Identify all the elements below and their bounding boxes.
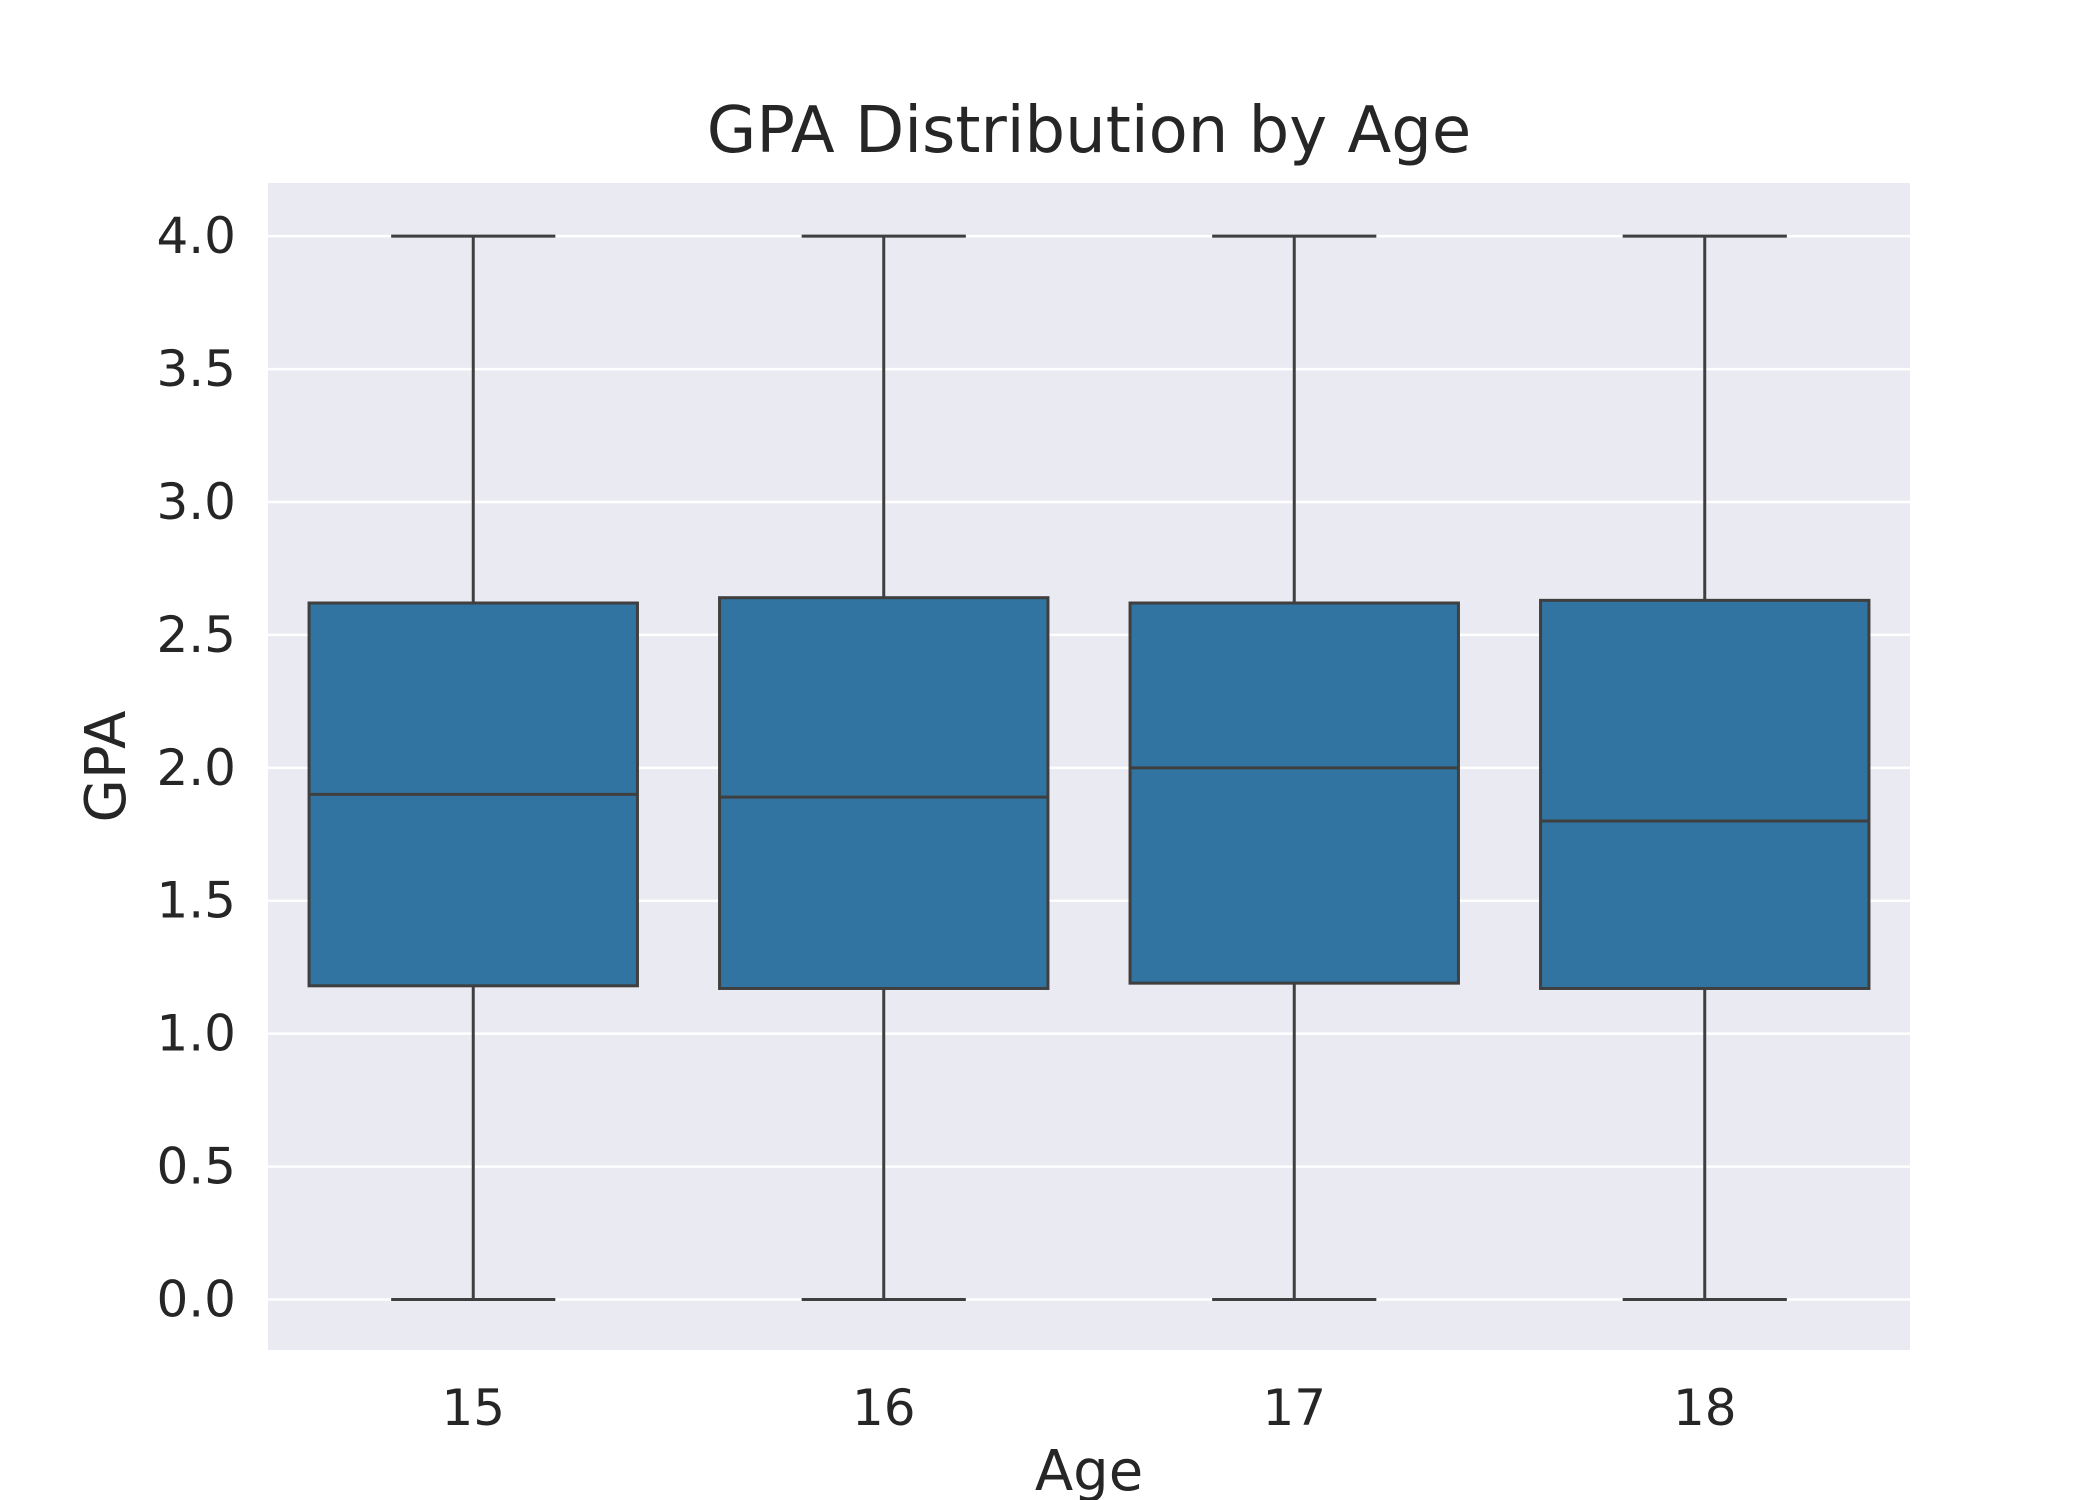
x-tick-label: 18 bbox=[1673, 1379, 1737, 1437]
y-tick-label: 2.5 bbox=[156, 606, 236, 664]
y-tick-label: 3.0 bbox=[156, 473, 236, 531]
y-tick-label: 3.5 bbox=[156, 340, 236, 398]
iqr-box bbox=[1128, 601, 1460, 985]
y-tick-label: 4.0 bbox=[156, 207, 236, 265]
y-axis-label: GPA bbox=[74, 711, 139, 823]
y-tick-label: 2.0 bbox=[156, 739, 236, 797]
y-tick-label: 0.0 bbox=[156, 1270, 236, 1328]
y-axis-ticks: 0.0 0.5 1.0 1.5 2.0 2.5 3.0 3.5 4.0 bbox=[156, 207, 236, 1328]
y-tick-label: 0.5 bbox=[156, 1138, 236, 1196]
x-tick-label: 17 bbox=[1262, 1379, 1326, 1437]
box-16 bbox=[718, 234, 1050, 1301]
chart-title: GPA Distribution by Age bbox=[707, 94, 1472, 168]
x-tick-label: 15 bbox=[441, 1379, 505, 1437]
box-15 bbox=[307, 234, 639, 1301]
box-series bbox=[307, 234, 1871, 1301]
iqr-box bbox=[718, 596, 1050, 990]
y-tick-label: 1.5 bbox=[156, 872, 236, 930]
x-axis-ticks: 15 16 17 18 bbox=[441, 1379, 1736, 1437]
box-17 bbox=[1128, 234, 1460, 1301]
x-axis-label: Age bbox=[1035, 1439, 1143, 1500]
x-tick-label: 16 bbox=[852, 1379, 916, 1437]
box-18 bbox=[1539, 234, 1871, 1301]
iqr-box bbox=[1539, 598, 1871, 990]
y-tick-label: 1.0 bbox=[156, 1005, 236, 1063]
